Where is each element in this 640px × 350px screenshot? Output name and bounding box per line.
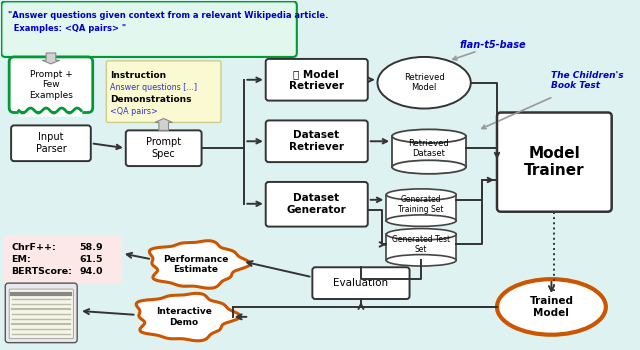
Text: ChrF++:: ChrF++: [11, 243, 56, 252]
Bar [392, 136, 466, 167]
Ellipse shape [386, 189, 456, 200]
Text: Model
Trainer: Model Trainer [524, 146, 585, 178]
Ellipse shape [386, 229, 456, 240]
FancyBboxPatch shape [126, 130, 202, 166]
Circle shape [145, 300, 170, 326]
Circle shape [212, 249, 235, 273]
Circle shape [182, 293, 209, 321]
FancyBboxPatch shape [1, 1, 297, 57]
Text: Trained
Model: Trained Model [529, 296, 573, 318]
Text: 61.5: 61.5 [79, 255, 102, 264]
FancyBboxPatch shape [9, 57, 93, 112]
FancyBboxPatch shape [3, 236, 122, 283]
Polygon shape [136, 293, 240, 341]
Text: Instruction: Instruction [110, 71, 166, 80]
Text: 58.9: 58.9 [79, 243, 103, 252]
Text: "Answer questions given context from a relevant Wikipedia article.
  Examples: <: "Answer questions given context from a r… [8, 11, 328, 33]
Text: Performance
Estimate: Performance Estimate [163, 254, 228, 274]
FancyBboxPatch shape [9, 289, 74, 339]
FancyBboxPatch shape [266, 59, 368, 100]
Polygon shape [149, 241, 250, 288]
FancyBboxPatch shape [5, 283, 77, 343]
Bar [386, 195, 456, 220]
Text: Dataset
Retriever: Dataset Retriever [289, 131, 344, 152]
Text: Prompt
Spec: Prompt Spec [146, 138, 181, 159]
Polygon shape [155, 118, 172, 130]
Text: Retrieved
Model: Retrieved Model [404, 73, 445, 92]
Text: Generated
Training Set: Generated Training Set [399, 195, 444, 215]
Text: 94.0: 94.0 [79, 267, 102, 276]
Text: Retrieved
Dataset: Retrieved Dataset [408, 139, 449, 158]
Circle shape [193, 240, 220, 268]
Text: flan-t5-base: flan-t5-base [460, 40, 527, 50]
Circle shape [163, 293, 190, 321]
FancyBboxPatch shape [11, 125, 91, 161]
Ellipse shape [497, 279, 606, 335]
Ellipse shape [160, 253, 232, 280]
Ellipse shape [386, 215, 456, 226]
Text: Demonstrations: Demonstrations [110, 94, 192, 104]
Circle shape [175, 240, 202, 268]
Ellipse shape [378, 57, 471, 108]
FancyBboxPatch shape [312, 267, 410, 299]
Text: 🤔 Model
Retriever: 🤔 Model Retriever [289, 69, 344, 91]
Text: Interactive
Demo: Interactive Demo [156, 307, 212, 327]
FancyBboxPatch shape [106, 61, 221, 122]
Text: Evaluation: Evaluation [333, 278, 388, 288]
FancyBboxPatch shape [497, 112, 612, 212]
FancyBboxPatch shape [266, 120, 368, 162]
Ellipse shape [386, 254, 456, 266]
Ellipse shape [392, 130, 466, 143]
FancyBboxPatch shape [266, 182, 368, 226]
Ellipse shape [147, 306, 221, 332]
Text: Input
Parser: Input Parser [36, 132, 67, 154]
Text: The Children's
Book Test: The Children's Book Test [552, 71, 624, 90]
Text: BERTScore:: BERTScore: [11, 267, 72, 276]
Polygon shape [42, 53, 60, 64]
Text: Answer questions [...]: Answer questions [...] [110, 83, 197, 92]
Text: Generated Test
Set: Generated Test Set [392, 235, 451, 254]
Circle shape [157, 248, 182, 273]
Text: Dataset
Generator: Dataset Generator [286, 193, 346, 215]
Text: <QA pairs>: <QA pairs> [110, 106, 158, 116]
Ellipse shape [392, 160, 466, 174]
Bar [386, 234, 456, 260]
Circle shape [201, 301, 224, 325]
Text: EM:: EM: [11, 255, 31, 264]
Text: Prompt +
Few
Examples: Prompt + Few Examples [29, 70, 73, 100]
